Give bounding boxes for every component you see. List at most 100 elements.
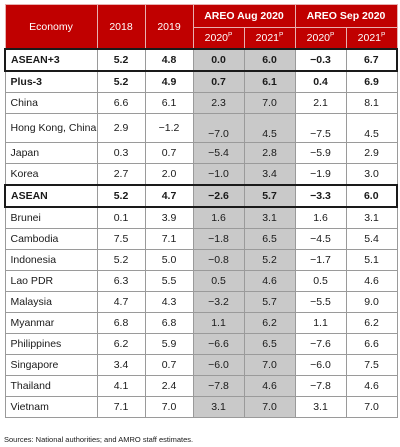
economy-name: Lao PDR xyxy=(4,270,98,292)
economy-name: Japan xyxy=(4,142,98,164)
header-aug-2020: 2020P xyxy=(192,27,245,50)
economy-name: Myanmar xyxy=(4,312,98,334)
value-2018: 6.8 xyxy=(96,312,146,334)
header-areo-aug-2020: AREO Aug 2020 xyxy=(192,4,296,28)
value-aug-2020: 0.0 xyxy=(192,48,245,72)
economy-name: Brunei xyxy=(4,206,98,229)
value-sep-2020: −1.9 xyxy=(294,163,347,186)
value-2019: 4.8 xyxy=(144,48,194,72)
projection-mark: P xyxy=(279,31,284,39)
value-sep-2020: 1.6 xyxy=(294,206,347,229)
value-aug-2020: −6.0 xyxy=(192,354,245,376)
economy-name: Plus-3 xyxy=(4,70,98,93)
economy-name: Cambodia xyxy=(4,228,98,250)
value-sep-2020: −7.8 xyxy=(294,375,347,397)
projection-mark: P xyxy=(228,31,233,39)
table-row: Hong Kong, China 2.9 −1.2 −7.0 4.5 −7.5 4.5 xyxy=(4,113,398,143)
table-body: ASEAN+3 5.2 4.8 0.0 6.0 −0.3 6.7 Plus-3 5.2 4.9 0.… xyxy=(4,48,399,418)
value-aug-2020: 0.7 xyxy=(192,70,245,93)
value-2018: 7.1 xyxy=(96,396,146,418)
value-2018: 5.2 xyxy=(96,184,146,208)
value-aug-2021: 5.7 xyxy=(243,291,296,313)
value-sep-2020: −6.0 xyxy=(294,354,347,376)
value-aug-2021: 6.1 xyxy=(243,70,296,93)
table-row: Malaysia 4.7 4.3 −3.2 5.7 −5.5 9.0 xyxy=(4,291,398,313)
value-2018: 4.1 xyxy=(96,375,146,397)
growth-forecast-table: Economy 2018 2019 AREO Aug 2020 AREO Sep… xyxy=(4,4,399,418)
header-sep-2020: 2020P xyxy=(294,27,347,50)
economy-name: Vietnam xyxy=(4,396,98,418)
value-2019: 7.0 xyxy=(144,396,194,418)
value-sep-2021: 7.0 xyxy=(345,396,398,418)
header-aug-2021: 2021P xyxy=(243,27,296,50)
value-sep-2020: −7.6 xyxy=(294,333,347,355)
value-2018: 0.1 xyxy=(96,206,146,229)
value-2019: 3.9 xyxy=(144,206,194,229)
value-sep-2021: 6.2 xyxy=(345,312,398,334)
value-2019: 4.9 xyxy=(144,70,194,93)
value-2019: 2.0 xyxy=(144,163,194,186)
value-2019: 5.5 xyxy=(144,270,194,292)
value-aug-2020: −7.0 xyxy=(192,113,245,143)
value-aug-2021: 6.5 xyxy=(243,228,296,250)
value-sep-2021: 4.5 xyxy=(345,113,398,143)
value-sep-2021: 8.1 xyxy=(345,92,398,114)
value-2019: 6.1 xyxy=(144,92,194,114)
value-aug-2021: 4.6 xyxy=(243,270,296,292)
value-sep-2020: −0.3 xyxy=(294,48,347,72)
economy-name: ASEAN xyxy=(4,184,98,208)
value-aug-2020: −2.6 xyxy=(192,184,245,208)
header-areo-sep-2020: AREO Sep 2020 xyxy=(294,4,398,28)
value-aug-2021: 2.8 xyxy=(243,142,296,164)
value-sep-2020: 0.5 xyxy=(294,270,347,292)
value-sep-2020: 3.1 xyxy=(294,396,347,418)
value-sep-2021: 3.0 xyxy=(345,163,398,186)
value-aug-2020: 1.6 xyxy=(192,206,245,229)
economy-name: Thailand xyxy=(4,375,98,397)
value-sep-2021: 3.1 xyxy=(345,206,398,229)
value-2018: 5.2 xyxy=(96,249,146,271)
value-2019: 7.1 xyxy=(144,228,194,250)
value-2018: 4.7 xyxy=(96,291,146,313)
header-sep-2021: 2021P xyxy=(345,27,398,50)
table-row: Japan 0.3 0.7 −5.4 2.8 −5.9 2.9 xyxy=(4,142,398,164)
value-aug-2020: 1.1 xyxy=(192,312,245,334)
value-2018: 7.5 xyxy=(96,228,146,250)
value-2018: 6.3 xyxy=(96,270,146,292)
economy-name: Hong Kong, China xyxy=(4,113,98,143)
value-aug-2021: 4.5 xyxy=(243,113,296,143)
value-sep-2020: −5.5 xyxy=(294,291,347,313)
value-sep-2020: −4.5 xyxy=(294,228,347,250)
value-aug-2020: 2.3 xyxy=(192,92,245,114)
header-2018: 2018 xyxy=(96,4,146,50)
value-2018: 2.7 xyxy=(96,163,146,186)
value-2018: 6.2 xyxy=(96,333,146,355)
table-row: Cambodia 7.5 7.1 −1.8 6.5 −4.5 5.4 xyxy=(4,228,398,250)
value-aug-2021: 3.4 xyxy=(243,163,296,186)
value-sep-2021: 6.7 xyxy=(345,48,399,72)
table-row: Plus-3 5.2 4.9 0.7 6.1 0.4 6.9 xyxy=(4,70,398,93)
table-row: China 6.6 6.1 2.3 7.0 2.1 8.1 xyxy=(4,92,398,114)
value-aug-2021: 7.0 xyxy=(243,396,296,418)
value-sep-2020: −5.9 xyxy=(294,142,347,164)
value-sep-2021: 9.0 xyxy=(345,291,398,313)
economy-name: Korea xyxy=(4,163,98,186)
value-2018: 3.4 xyxy=(96,354,146,376)
table-row: Brunei 0.1 3.9 1.6 3.1 1.6 3.1 xyxy=(4,206,398,229)
value-2018: 5.2 xyxy=(96,70,146,93)
value-sep-2021: 4.6 xyxy=(345,375,398,397)
value-sep-2020: −7.5 xyxy=(294,113,347,143)
table-row: Thailand 4.1 2.4 −7.8 4.6 −7.8 4.6 xyxy=(4,375,398,397)
value-aug-2021: 6.5 xyxy=(243,333,296,355)
table-row: Vietnam 7.1 7.0 3.1 7.0 3.1 7.0 xyxy=(4,396,398,418)
value-sep-2021: 7.5 xyxy=(345,354,398,376)
source-note: Sources: National authorities; and AMRO … xyxy=(4,435,194,444)
value-2019: −1.2 xyxy=(144,113,194,143)
economy-name: Singapore xyxy=(4,354,98,376)
projection-mark: P xyxy=(381,31,386,39)
header-2019: 2019 xyxy=(144,4,194,50)
table-row: Philippines 6.2 5.9 −6.6 6.5 −7.6 6.6 xyxy=(4,333,398,355)
value-2019: 2.4 xyxy=(144,375,194,397)
table-row: Singapore 3.4 0.7 −6.0 7.0 −6.0 7.5 xyxy=(4,354,398,376)
table-row: ASEAN 5.2 4.7 −2.6 5.7 −3.3 6.0 xyxy=(4,184,399,208)
